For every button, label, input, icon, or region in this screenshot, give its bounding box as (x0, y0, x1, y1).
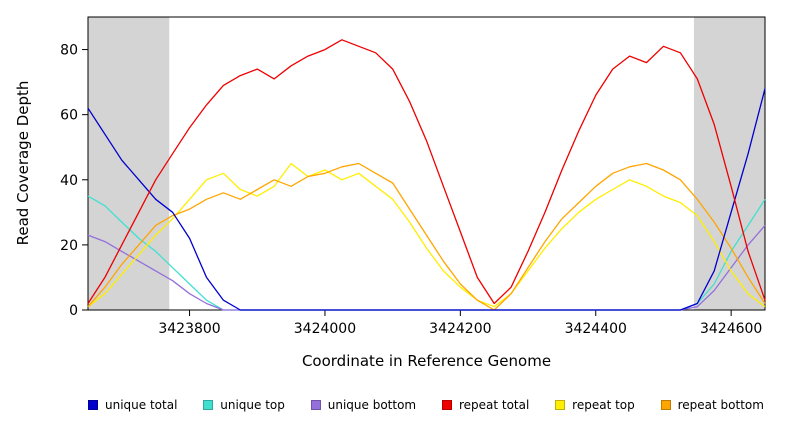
coverage-chart: 3423800 3424000 3424200 3424400 3424600 0 20 40… (60, 16, 766, 337)
shaded-region (693, 17, 765, 310)
legend-item-unique-top: unique top (203, 398, 285, 412)
x-tick-label: 3424200 (429, 321, 491, 337)
legend-swatch-repeat-bottom (660, 400, 671, 410)
x-tick-label: 3424000 (294, 321, 356, 337)
legend-label: unique bottom (327, 398, 417, 412)
legend-item-unique-bottom: unique bottom (310, 398, 417, 412)
chart-legend: unique total unique top unique bottom repea… (88, 398, 764, 412)
legend-item-repeat-top: repeat top (555, 398, 635, 412)
x-tick-label: 3423800 (158, 321, 220, 337)
legend-swatch-repeat-total (441, 400, 452, 410)
legend-swatch-unique-total (88, 400, 98, 410)
legend-swatch-repeat-top (555, 400, 566, 410)
plot-frame (87, 16, 766, 311)
legend-item-unique-total: unique total (88, 398, 177, 412)
legend-label: unique top (220, 398, 285, 412)
legend-label: repeat bottom (677, 398, 764, 412)
legend-swatch-unique-bottom (310, 400, 321, 410)
series-repeat-bottom (87, 162, 766, 311)
x-axis-title: Coordinate in Reference Genome (301, 352, 552, 370)
shaded-region (88, 17, 170, 310)
y-tick-label: 80 (60, 43, 78, 59)
legend-label: repeat total (458, 398, 530, 412)
series-repeat-top (87, 162, 766, 308)
legend-label: unique total (105, 398, 178, 412)
series-unique-total (87, 88, 766, 311)
legend-swatch-unique-top (203, 400, 214, 410)
y-tick-label: 40 (60, 173, 78, 189)
legend-item-repeat-bottom: repeat bottom (660, 398, 764, 412)
legend-item-repeat-total: repeat total (441, 398, 530, 412)
y-tick-label: 0 (69, 303, 78, 319)
legend-label: repeat top (572, 398, 635, 412)
series-repeat-total (87, 39, 766, 305)
y-axis-title: Read Coverage Depth (14, 80, 32, 246)
y-tick-label: 20 (60, 238, 78, 254)
x-tick-label: 3424400 (565, 321, 627, 337)
y-tick-label: 60 (60, 108, 78, 124)
x-tick-label: 3424600 (700, 321, 762, 337)
